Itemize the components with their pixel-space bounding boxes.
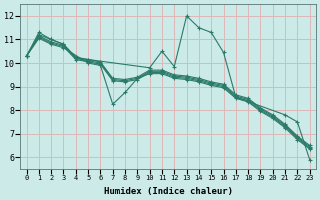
X-axis label: Humidex (Indice chaleur): Humidex (Indice chaleur) [104, 187, 233, 196]
